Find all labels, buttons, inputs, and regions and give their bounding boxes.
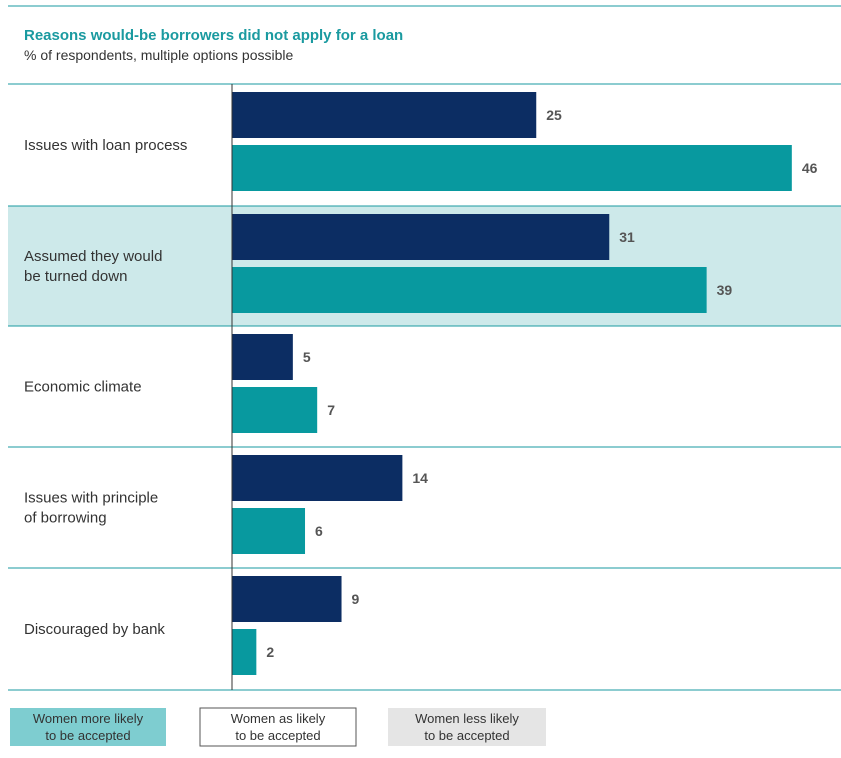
value-labels: 25 46 31 39 5 7 14 6 9 2 [266,107,817,660]
legend-swatch [199,707,357,747]
bar [232,387,318,433]
bar [232,508,306,554]
legend-label: to be accepted [45,728,130,743]
category-labels: Issues with loan process Assumed they wou… [24,137,187,638]
legend-item-same: Women as likely to be accepted [199,707,357,747]
bar [232,455,403,501]
legend-label: to be accepted [424,728,509,743]
bar [232,576,342,622]
category-label: Assumed they would [24,248,162,265]
legend-item-less: Women less likely to be accepted [388,708,546,746]
chart-title: Reasons would-be borrowers did not apply… [24,27,403,44]
value-label: 25 [546,107,562,123]
value-label: 2 [266,644,274,660]
row-dividers [8,83,841,691]
bar [232,334,293,380]
legend-label: to be accepted [235,728,320,743]
bar [232,92,537,138]
category-label: Issues with principle [24,490,158,507]
bar [232,267,707,313]
value-label: 14 [412,470,428,486]
value-label: 31 [619,229,635,245]
bar [232,214,610,260]
category-label: of borrowing [24,510,107,527]
legend-swatch [388,708,546,746]
category-label: Economic climate [24,379,142,396]
category-label: Issues with loan process [24,137,187,154]
legend-label: Women as likely [231,711,326,726]
legend-label: Women less likely [415,711,519,726]
value-label: 39 [717,282,733,298]
legend-swatch [10,708,166,746]
bars [232,92,792,675]
legend-label: Women more likely [33,711,144,726]
legend-item-more: Women more likely to be accepted [10,708,166,746]
value-label: 7 [327,402,335,418]
value-label: 46 [802,160,818,176]
bar [232,629,257,675]
value-label: 5 [303,349,311,365]
category-label: be turned down [24,268,127,285]
category-label: Discouraged by bank [24,621,165,638]
bar [232,145,792,191]
value-label: 9 [352,591,360,607]
chart-subtitle: % of respondents, multiple options possi… [24,47,293,63]
value-label: 6 [315,523,323,539]
